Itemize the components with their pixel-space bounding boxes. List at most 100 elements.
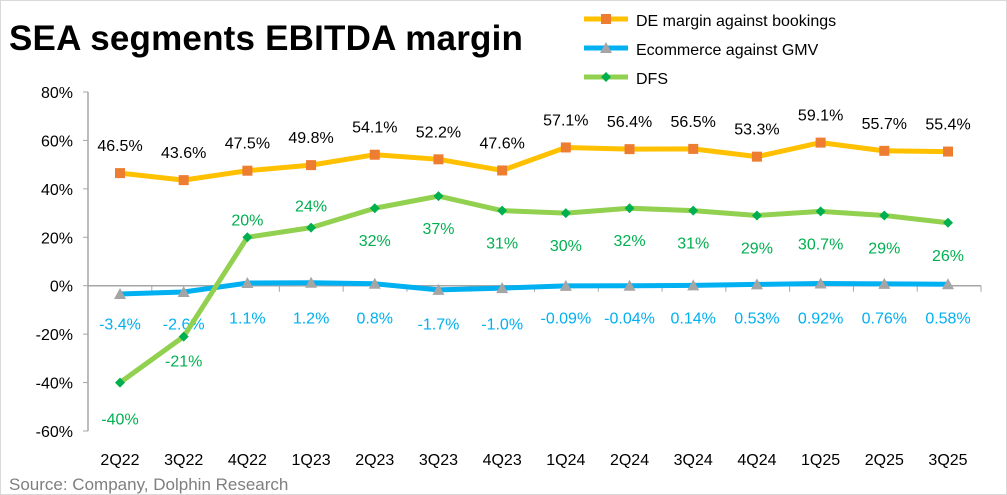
x-tick-label: 2Q24 [610, 452, 649, 469]
data-label: 31% [486, 236, 518, 253]
data-label: -2.6% [163, 317, 205, 334]
series-line-0 [119, 140, 949, 183]
data-label: 59.1% [798, 108, 843, 125]
x-tick-label: 3Q23 [419, 452, 458, 469]
data-label: -21% [165, 354, 202, 371]
x-tick-label: 3Q22 [164, 452, 203, 469]
data-label: 29% [741, 240, 773, 257]
data-marker-square [369, 149, 380, 160]
x-tick-label: 4Q24 [737, 452, 776, 469]
data-label: 32% [614, 233, 646, 250]
x-tick-label: 2Q23 [355, 452, 394, 469]
data-label: 32% [359, 233, 391, 250]
data-marker-square [879, 145, 890, 156]
data-marker-triangle [687, 279, 700, 291]
data-marker-diamond [815, 206, 826, 217]
x-tick-label: 1Q23 [292, 452, 331, 469]
data-marker-diamond [306, 222, 317, 233]
data-label: -40% [101, 412, 138, 429]
data-label: 24% [295, 199, 327, 216]
data-label: 46.5% [97, 138, 142, 155]
x-tick-label: 1Q24 [546, 452, 585, 469]
y-tick-label: 60% [41, 133, 73, 150]
y-tick-label: -60% [36, 424, 73, 441]
source-note: Source: Company, Dolphin Research [9, 475, 289, 494]
data-label: 0.14% [671, 311, 716, 328]
data-marker-square [751, 151, 762, 162]
data-label: 0.58% [925, 311, 970, 328]
data-marker-diamond [879, 210, 890, 221]
data-marker-square [560, 142, 571, 153]
data-label: -1.0% [481, 317, 523, 334]
data-marker-triangle [305, 276, 318, 288]
data-marker-triangle [432, 283, 445, 295]
data-label: 1.2% [293, 311, 329, 328]
data-marker-diamond [433, 191, 444, 202]
data-label: 20% [231, 212, 263, 229]
legend-marker-square [601, 14, 611, 24]
y-tick-label: 40% [41, 182, 73, 199]
data-marker-diamond [115, 377, 125, 388]
data-label: 56.4% [607, 114, 652, 131]
data-marker-diamond [943, 217, 953, 228]
data-label: 47.5% [225, 136, 270, 153]
y-tick-label: -40% [36, 376, 73, 393]
data-marker-square [688, 143, 699, 154]
data-marker-square [943, 146, 953, 157]
data-marker-triangle [814, 277, 827, 289]
data-label: 31% [677, 236, 709, 253]
x-tick-label: 3Q24 [674, 452, 713, 469]
x-tick-label: 4Q22 [228, 452, 267, 469]
data-label: -1.7% [418, 317, 460, 334]
data-marker-diamond [751, 210, 762, 221]
data-label: 49.8% [288, 130, 333, 147]
data-label: 53.3% [734, 122, 779, 139]
data-marker-triangle [114, 287, 126, 299]
data-label: 52.2% [416, 124, 461, 141]
data-label: 26% [932, 248, 964, 265]
data-marker-diamond [178, 331, 189, 342]
data-label: 0.92% [798, 311, 843, 328]
data-marker-triangle [368, 277, 381, 289]
data-marker-square [242, 165, 253, 176]
data-marker-square [624, 144, 635, 155]
x-tick-label: 2Q22 [100, 452, 139, 469]
legend-label: Ecommerce against GMV [636, 42, 819, 59]
data-marker-triangle [942, 278, 954, 290]
data-marker-square [497, 165, 508, 176]
data-marker-diamond [497, 205, 508, 216]
series-line-1 [119, 280, 949, 297]
data-label: 55.4% [925, 117, 970, 134]
x-tick-label: 1Q25 [801, 452, 840, 469]
data-label: 47.6% [479, 135, 524, 152]
x-tick-label: 4Q23 [483, 452, 522, 469]
data-label: 30% [550, 238, 582, 255]
data-marker-diamond [369, 203, 380, 214]
legend-label: DFS [636, 71, 668, 88]
data-marker-diamond [688, 205, 699, 216]
legend-marker-diamond [601, 72, 611, 82]
chart-title: SEA segments EBITDA margin [9, 19, 524, 58]
data-label: 56.5% [671, 114, 716, 131]
y-tick-label: -20% [36, 327, 73, 344]
data-marker-triangle [496, 282, 509, 294]
data-label: -0.09% [540, 311, 591, 328]
data-label: 1.1% [229, 311, 265, 328]
data-label: 30.7% [798, 236, 843, 253]
legend-label: DE margin against bookings [636, 13, 836, 30]
data-marker-triangle [177, 286, 190, 298]
data-marker-diamond [624, 203, 635, 214]
data-label: 29% [868, 240, 900, 257]
data-label: 43.6% [161, 145, 206, 162]
data-marker-triangle [878, 277, 891, 289]
data-marker-triangle [750, 278, 763, 290]
data-label: 55.7% [862, 116, 907, 133]
data-marker-square [815, 137, 826, 148]
data-label: 54.1% [352, 120, 397, 137]
data-label: 57.1% [543, 112, 588, 129]
data-marker-triangle [559, 279, 572, 291]
data-marker-square [433, 154, 444, 165]
x-tick-label: 3Q25 [928, 452, 967, 469]
